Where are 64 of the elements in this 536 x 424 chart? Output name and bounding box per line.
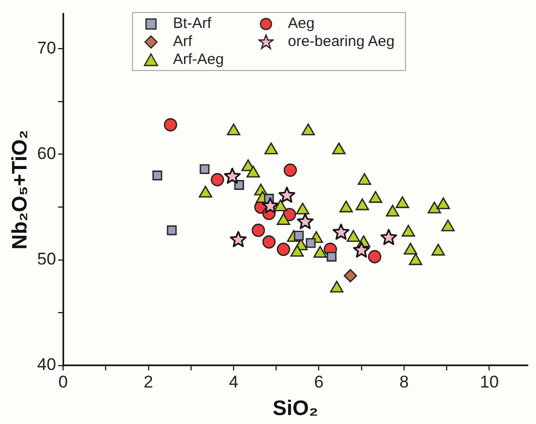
point: [166, 225, 177, 236]
y-tick-label: 70: [37, 38, 56, 58]
x-tick-label: 4: [228, 372, 238, 392]
point: [339, 200, 353, 212]
point: [224, 168, 241, 184]
point: [356, 198, 370, 210]
point: [332, 224, 350, 240]
legend-label: Arf-Aeg: [173, 51, 224, 68]
point: [441, 220, 455, 232]
point: [301, 123, 315, 136]
point: [326, 252, 337, 262]
point: [152, 170, 162, 180]
point: [358, 173, 372, 185]
legend-label: ore-bearing Aeg: [288, 33, 395, 50]
x-tick-label: 0: [58, 372, 68, 392]
y-tick-label: 50: [37, 250, 56, 269]
point: [386, 204, 400, 217]
point: [262, 197, 279, 214]
point: [431, 244, 445, 256]
point: [332, 142, 346, 154]
point: [246, 166, 260, 178]
point: [226, 123, 240, 136]
point: [436, 197, 450, 210]
point: [313, 246, 327, 258]
point: [353, 242, 370, 258]
point: [278, 186, 296, 203]
point: [396, 196, 410, 208]
point: [276, 242, 290, 256]
point: [330, 280, 344, 293]
point: [274, 199, 288, 212]
point: [402, 224, 416, 237]
point: [284, 164, 297, 177]
point: [306, 238, 316, 248]
point: [230, 231, 247, 248]
y-tick-label: 40: [37, 355, 56, 374]
x-tick-label: 6: [314, 372, 324, 392]
point: [368, 250, 382, 264]
x-tick-label: 10: [480, 372, 499, 392]
point: [294, 230, 304, 240]
point: [200, 164, 210, 174]
point: [264, 142, 278, 154]
point: [252, 224, 265, 237]
x-tick-label: 8: [399, 372, 409, 392]
point: [428, 202, 442, 214]
point: [210, 173, 224, 186]
point: [290, 244, 304, 257]
x-axis-title: SiO₂: [272, 397, 318, 420]
point: [404, 242, 418, 255]
y-axis-title: Nb₂O₅+TiO₂: [8, 130, 32, 250]
point: [408, 253, 422, 266]
point: [296, 213, 314, 230]
legend-label: Aeg: [288, 15, 315, 32]
x-tick-label: 2: [144, 372, 154, 392]
point: [262, 235, 276, 249]
legend-label: Arf: [173, 33, 192, 50]
point: [198, 186, 212, 198]
point: [368, 191, 382, 203]
point: [380, 228, 398, 245]
y-tick-label: 60: [37, 144, 56, 164]
legend-label: Bt-Arf: [173, 15, 212, 32]
point: [296, 202, 310, 214]
point: [346, 230, 360, 242]
point: [276, 213, 290, 225]
point: [344, 269, 358, 282]
